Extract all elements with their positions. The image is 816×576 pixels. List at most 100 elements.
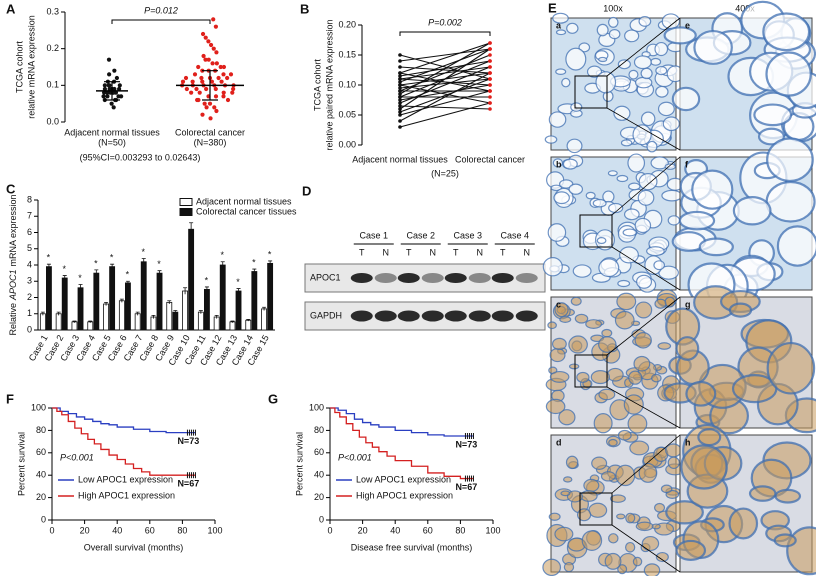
pair-line — [399, 66, 491, 80]
blot-band — [515, 273, 538, 283]
data-point — [214, 108, 219, 114]
data-point — [221, 94, 226, 99]
y-tick-label: 0 — [27, 324, 32, 334]
p-value: P=0.002 — [428, 17, 462, 27]
bar — [166, 301, 173, 331]
x-axis-label: Disease free survival (months) — [351, 542, 473, 552]
panel-letter: a — [556, 20, 562, 30]
data-point — [204, 86, 209, 92]
y-axis-label: RelativeAPOC1 mRNA expression — [8, 194, 18, 335]
tissue-gland — [593, 412, 613, 434]
tissue-gland — [634, 301, 653, 319]
y-axis-label: TCGA cohort — [312, 58, 322, 111]
bar — [197, 311, 204, 331]
tissue-gland — [691, 169, 734, 210]
tissue-gland — [628, 182, 641, 191]
x-tick-label: Colorectal cancer — [455, 154, 525, 164]
tissue-gland — [766, 341, 816, 395]
data-point — [398, 83, 402, 87]
tissue-gland — [643, 563, 661, 576]
data-point — [213, 94, 219, 99]
ci-label: (95%CI=0.003293 to 0.02643) — [80, 152, 201, 162]
y-tick-label: 0.2 — [46, 43, 59, 53]
data-point — [107, 83, 112, 88]
tissue-gland — [570, 296, 582, 306]
tissue-gland — [663, 26, 697, 45]
tissue-gland — [625, 512, 636, 524]
blot-band — [350, 310, 373, 322]
error-bar — [141, 258, 146, 265]
tissue-gland — [614, 310, 635, 330]
bar — [150, 316, 157, 331]
x-tick-label: 100 — [485, 525, 500, 535]
panel-letter: h — [685, 437, 691, 447]
data-point — [221, 90, 226, 95]
error-bar — [220, 261, 225, 269]
tissue-gland — [638, 462, 658, 483]
y-tick-label: 8 — [27, 194, 32, 204]
tissue-gland — [554, 526, 574, 542]
tissue-gland — [620, 139, 633, 147]
tissue-gland — [563, 476, 573, 483]
panel-letter: b — [556, 159, 562, 169]
data-point — [112, 86, 117, 92]
significance-mark: * — [78, 273, 82, 283]
error-bar — [151, 314, 156, 319]
tissue-gland — [547, 223, 567, 242]
error-bar — [189, 222, 194, 236]
tissue-gland — [662, 116, 680, 132]
data-point — [213, 24, 218, 29]
panel-label: B — [300, 1, 309, 16]
data-point — [398, 74, 402, 78]
bar — [118, 300, 125, 331]
zoom-line — [606, 107, 681, 151]
zoom-line — [611, 156, 681, 216]
legend-label: High APOC1 expression — [356, 490, 453, 500]
data-point — [206, 57, 211, 62]
y-tick-label: 2 — [27, 292, 32, 302]
significance-mark: * — [268, 249, 272, 259]
tissue-gland — [654, 298, 667, 309]
data-point — [231, 86, 236, 92]
tissue-gland — [562, 158, 578, 170]
tissue-gland — [728, 507, 759, 540]
error-bar — [72, 320, 77, 323]
y-tick-label: 0 — [319, 514, 324, 524]
data-point — [201, 53, 206, 59]
tissue-gland — [561, 77, 571, 88]
bar — [103, 303, 109, 331]
y-tick-label: 5 — [27, 243, 32, 253]
bar — [125, 282, 131, 331]
data-point — [107, 72, 112, 77]
error-bar — [104, 301, 109, 306]
tissue-gland — [665, 443, 682, 458]
tissue-gland — [598, 336, 617, 353]
tissue-gland — [548, 512, 561, 521]
tissue-gland — [565, 455, 579, 470]
data-point — [208, 42, 214, 48]
y-axis-label: Percent survival — [294, 432, 304, 496]
blot-row-label: APOC1 — [310, 272, 341, 282]
bar — [61, 277, 68, 331]
data-point — [189, 90, 194, 95]
data-point — [209, 79, 215, 84]
panel-letter: d — [556, 437, 562, 447]
tissue-gland — [608, 28, 621, 40]
data-point — [111, 105, 116, 110]
n-label: N=67 — [455, 482, 477, 492]
n-label: N=67 — [177, 479, 199, 489]
tissue-gland — [654, 502, 666, 513]
data-point — [116, 86, 122, 92]
error-bar — [246, 319, 251, 322]
panel-letter: f — [685, 159, 689, 169]
y-tick-label: 3 — [27, 276, 32, 286]
significance-mark: * — [189, 211, 193, 221]
tissue-gland — [552, 12, 569, 24]
y-axis-label-part: APOC1 — [8, 270, 18, 302]
x-tick-label: 40 — [112, 525, 122, 535]
bar — [93, 272, 100, 331]
error-bar — [119, 298, 124, 303]
significance-mark: * — [62, 264, 66, 274]
tissue-gland — [667, 456, 680, 470]
error-bar — [183, 287, 188, 295]
